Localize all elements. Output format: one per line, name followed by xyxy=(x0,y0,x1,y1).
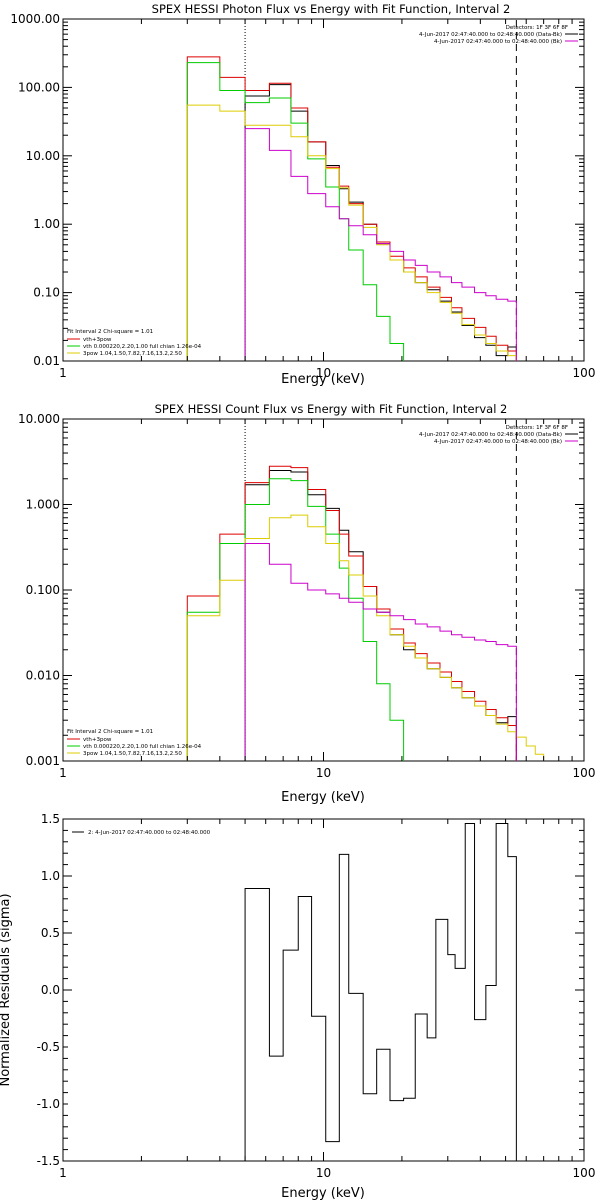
resid-y-tick-label-1.5: 1.5 xyxy=(41,812,60,826)
photon-legend-entry-data-bk: 4-Jun-2017 02:47:40.000 to 02:48:40.000 … xyxy=(419,32,562,38)
photon-fit-legend-3pow: 3pow 1.04,1.50,7.82,7.16,13.2,2.50 xyxy=(83,351,182,357)
count-y-tick-label-10.000: 10.000 xyxy=(18,412,60,426)
resid-x-tick-label-10: 10 xyxy=(316,1166,331,1180)
count-x-tick-label-1: 1 xyxy=(59,766,67,780)
photon-series-data-bk xyxy=(244,84,517,361)
resid-y-tick-label-m1.5: -1.5 xyxy=(37,1154,60,1168)
resid-y-tick-label-0.0: 0.0 xyxy=(41,983,60,997)
count-x-tick-label-100: 100 xyxy=(573,766,596,780)
resid-series-2 xyxy=(244,823,517,1161)
count-series-bk xyxy=(244,542,517,761)
count-legend-entry-data-bk: 4-Jun-2017 02:47:40.000 to 02:48:40.000 … xyxy=(419,432,562,438)
resid-x-axis-label: Energy (keV) xyxy=(281,1186,365,1200)
photon-flux-axes-frame xyxy=(62,18,585,362)
count-fit-legend-vth: vth 0.000220,2.20,1.00 full chian 1.26e-… xyxy=(83,744,202,750)
resid-y-tick-label-m1.0: -1.0 xyxy=(37,1097,60,1111)
photon-y-tick-label-100.00: 100.00 xyxy=(18,80,60,94)
count-series-3pow xyxy=(186,514,545,761)
photon-x-tick-label-100: 100 xyxy=(573,366,596,380)
photon-x-tick-label-10: 10 xyxy=(316,366,331,380)
count-y-tick-label-0.010: 0.010 xyxy=(26,669,60,683)
count-fit-legend-vth-3pow: vth+3pow xyxy=(83,737,112,743)
photon-legend-entry-bk: 4-Jun-2017 02:47:40.000 to 02:48:40.000 … xyxy=(434,39,562,45)
photon-y-tick-label-1.00: 1.00 xyxy=(33,217,60,231)
count-y-tick-label-0.100: 0.100 xyxy=(26,583,60,597)
count-flux-panel: SPEX HESSI Count Flux vs Energy with Fit… xyxy=(18,402,595,805)
photon-y-tick-label-0.01: 0.01 xyxy=(33,354,60,368)
resid-y-tick-label-0.5: 0.5 xyxy=(41,926,60,940)
photon-y-tick-label-1000.00: 1000.00 xyxy=(10,12,60,26)
resid-y-tick-label-m0.5: -0.5 xyxy=(37,1040,60,1054)
count-fit-legend-3pow: 3pow 1.04,1.50,7.82,7.16,13.2,2.50 xyxy=(83,751,182,757)
resid-legend-entry: 2: 4-Jun-2017 02:47:40.000 to 02:48:40.0… xyxy=(88,830,211,836)
count-series-vth xyxy=(186,478,405,761)
residuals-panel: 1 10 100 -1.5 -1.0 -0.5 0.0 0.5 1.0 1.5 … xyxy=(0,812,596,1201)
photon-series-vth-3pow xyxy=(186,56,517,361)
resid-y-axis-label: Normalized Residuals (sigma) xyxy=(0,893,13,1086)
photon-x-tick-label-1: 1 xyxy=(59,366,67,380)
count-y-tick-label-1.000: 1.000 xyxy=(26,498,60,512)
photon-series-bk xyxy=(244,128,517,361)
photon-flux-title: SPEX HESSI Photon Flux vs Energy with Fi… xyxy=(152,2,511,16)
count-series-vth-3pow xyxy=(186,465,517,761)
residuals-axes-frame xyxy=(62,818,585,1162)
resid-x-tick-label-100: 100 xyxy=(573,1166,596,1180)
count-legend-detectors: Detectors: 1F 3F 6F 8F xyxy=(506,425,568,431)
count-fit-legend-header: Fit Interval 2 Chi-square = 1.01 xyxy=(67,729,153,735)
photon-x-axis-label: Energy (keV) xyxy=(281,372,365,387)
photon-series-vth xyxy=(186,62,405,361)
count-flux-title: SPEX HESSI Count Flux vs Energy with Fit… xyxy=(155,402,508,416)
count-legend-entry-bk: 4-Jun-2017 02:47:40.000 to 02:48:40.000 … xyxy=(434,439,562,445)
count-y-tick-label-0.001: 0.001 xyxy=(26,754,60,768)
photon-series-3pow xyxy=(186,104,517,361)
resid-y-tick-label-1.0: 1.0 xyxy=(41,869,60,883)
resid-x-tick-label-1: 1 xyxy=(59,1166,67,1180)
photon-fit-legend-vth: vth 0.000220,2.20,1.00 full chian 1.26e-… xyxy=(83,344,202,350)
count-x-tick-label-10: 10 xyxy=(316,766,331,780)
photon-fit-legend-header: Fit Interval 2 Chi-square = 1.01 xyxy=(67,329,153,335)
photon-flux-panel: SPEX HESSI Photon Flux vs Energy with Fi… xyxy=(10,2,595,387)
photon-fit-legend-vth-3pow: vth+3pow xyxy=(83,337,112,343)
photon-y-tick-label-0.10: 0.10 xyxy=(33,286,60,300)
count-x-axis-label: Energy (keV) xyxy=(281,790,365,805)
photon-legend-detectors: Detectors: 1F 3F 6F 8F xyxy=(506,25,568,31)
photon-y-tick-label-10.00: 10.00 xyxy=(26,149,60,163)
